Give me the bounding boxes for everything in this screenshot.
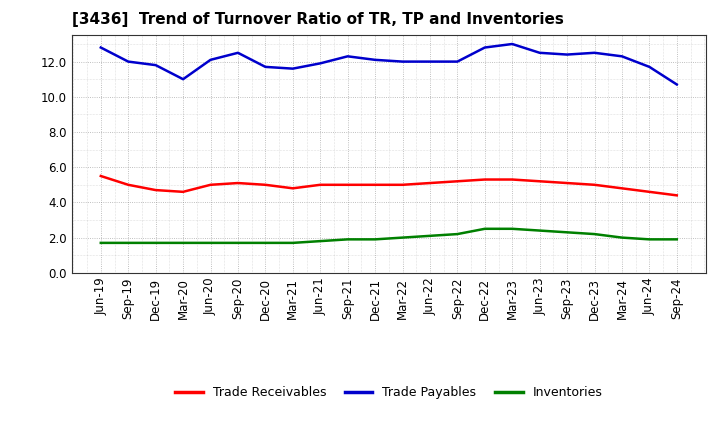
Trade Receivables xyxy=(151,187,160,193)
Trade Payables xyxy=(316,61,325,66)
Trade Receivables xyxy=(590,182,599,187)
Trade Payables xyxy=(371,57,379,62)
Trade Receivables xyxy=(179,189,187,194)
Trade Payables xyxy=(480,45,489,50)
Trade Payables xyxy=(426,59,434,64)
Inventories xyxy=(618,235,626,240)
Trade Payables xyxy=(261,64,270,70)
Legend: Trade Receivables, Trade Payables, Inventories: Trade Receivables, Trade Payables, Inven… xyxy=(170,381,608,404)
Trade Payables xyxy=(618,54,626,59)
Inventories xyxy=(480,226,489,231)
Inventories xyxy=(536,228,544,233)
Trade Payables xyxy=(508,41,516,47)
Trade Payables xyxy=(151,62,160,68)
Inventories xyxy=(508,226,516,231)
Inventories xyxy=(261,240,270,246)
Trade Receivables xyxy=(316,182,325,187)
Trade Payables xyxy=(206,57,215,62)
Inventories xyxy=(563,230,572,235)
Trade Payables xyxy=(563,52,572,57)
Line: Inventories: Inventories xyxy=(101,229,677,243)
Line: Trade Payables: Trade Payables xyxy=(101,44,677,84)
Trade Payables xyxy=(96,45,105,50)
Inventories xyxy=(96,240,105,246)
Trade Receivables xyxy=(453,179,462,184)
Inventories xyxy=(179,240,187,246)
Trade Receivables xyxy=(645,189,654,194)
Inventories xyxy=(343,237,352,242)
Trade Payables xyxy=(536,50,544,55)
Inventories xyxy=(151,240,160,246)
Trade Receivables xyxy=(289,186,297,191)
Text: [3436]  Trend of Turnover Ratio of TR, TP and Inventories: [3436] Trend of Turnover Ratio of TR, TP… xyxy=(72,12,564,27)
Inventories xyxy=(371,237,379,242)
Trade Receivables xyxy=(508,177,516,182)
Inventories xyxy=(645,237,654,242)
Trade Receivables xyxy=(206,182,215,187)
Trade Receivables xyxy=(398,182,407,187)
Line: Trade Receivables: Trade Receivables xyxy=(101,176,677,195)
Trade Receivables xyxy=(371,182,379,187)
Trade Receivables xyxy=(536,179,544,184)
Trade Payables xyxy=(453,59,462,64)
Trade Receivables xyxy=(426,180,434,186)
Trade Receivables xyxy=(96,173,105,179)
Trade Payables xyxy=(590,50,599,55)
Trade Payables xyxy=(672,82,681,87)
Trade Payables xyxy=(179,77,187,82)
Inventories xyxy=(453,231,462,237)
Inventories xyxy=(398,235,407,240)
Trade Payables xyxy=(289,66,297,71)
Trade Receivables xyxy=(233,180,242,186)
Inventories xyxy=(289,240,297,246)
Trade Receivables xyxy=(480,177,489,182)
Inventories xyxy=(233,240,242,246)
Trade Receivables xyxy=(261,182,270,187)
Trade Payables xyxy=(343,54,352,59)
Inventories xyxy=(426,233,434,238)
Inventories xyxy=(672,237,681,242)
Inventories xyxy=(124,240,132,246)
Trade Receivables xyxy=(672,193,681,198)
Trade Receivables xyxy=(618,186,626,191)
Trade Payables xyxy=(233,50,242,55)
Trade Payables xyxy=(124,59,132,64)
Inventories xyxy=(590,231,599,237)
Trade Receivables xyxy=(343,182,352,187)
Trade Receivables xyxy=(124,182,132,187)
Inventories xyxy=(206,240,215,246)
Inventories xyxy=(316,238,325,244)
Trade Receivables xyxy=(563,180,572,186)
Trade Payables xyxy=(398,59,407,64)
Trade Payables xyxy=(645,64,654,70)
